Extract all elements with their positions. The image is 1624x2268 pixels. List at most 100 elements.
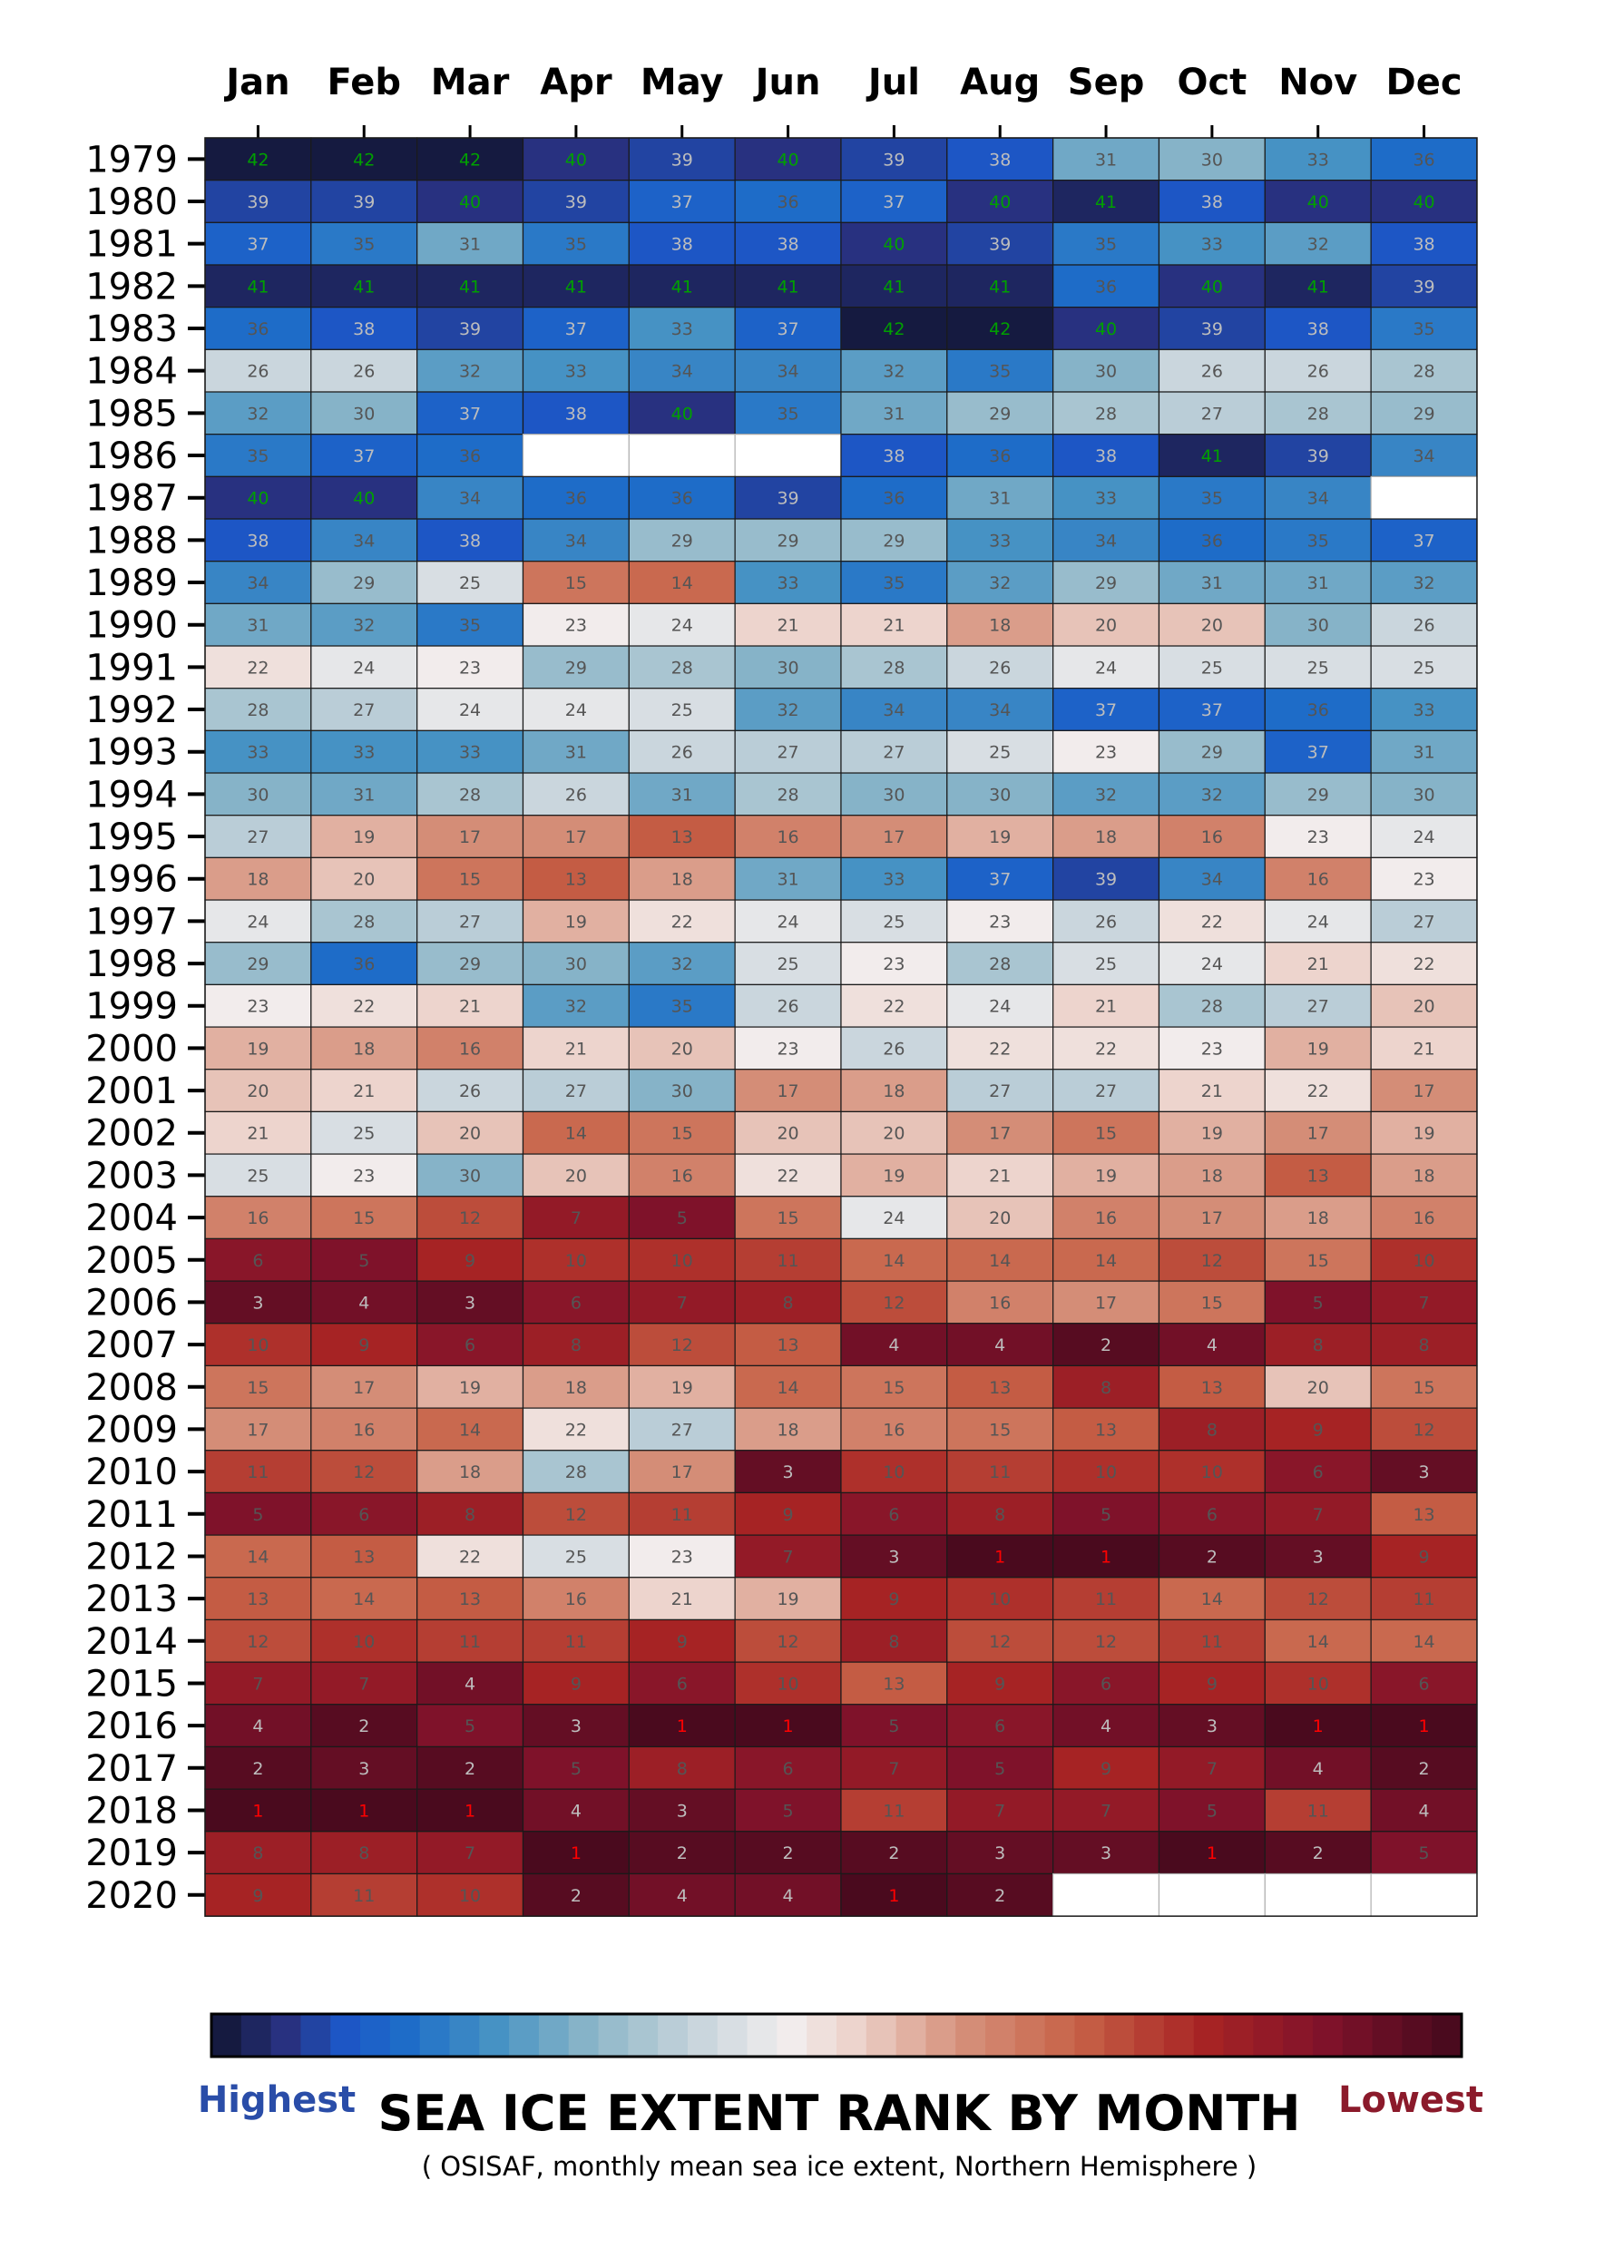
year-label-2009: 2009 (85, 1409, 178, 1451)
cell-value: 24 (671, 616, 693, 636)
cell-value: 27 (1201, 404, 1223, 424)
cell-value: 38 (671, 235, 693, 255)
cell-value: 39 (1413, 277, 1434, 297)
cell-1989-jun (734, 561, 842, 604)
cell-1985-dec (1370, 391, 1478, 435)
cell-value: 40 (883, 235, 905, 255)
cell-value: 35 (1413, 319, 1434, 339)
cell-value: 10 (565, 1251, 587, 1271)
cell-2000-may (628, 1026, 736, 1070)
cell-value: 11 (777, 1251, 798, 1271)
cell-2009-jul (840, 1407, 948, 1452)
cell-1993-apr (522, 729, 630, 774)
year-label-1990: 1990 (85, 605, 178, 647)
cell-1982-sep (1052, 264, 1160, 308)
cell-value: 27 (1413, 912, 1434, 932)
cell-value: 10 (1201, 1462, 1223, 1482)
cell-2002-sep (1052, 1110, 1160, 1155)
cell-value: 5 (783, 1801, 794, 1821)
cell-1991-may (628, 645, 736, 689)
cell-value: 32 (1307, 235, 1329, 255)
cell-1989-aug (946, 561, 1054, 604)
year-label-1993: 1993 (85, 732, 178, 774)
cell-value: 3 (888, 1547, 899, 1567)
cell-2020-jul (840, 1872, 948, 1917)
cell-2013-jul (840, 1577, 948, 1621)
cell-value: 33 (777, 573, 798, 593)
cell-2004-apr (522, 1196, 630, 1240)
cell-2007-jul (840, 1323, 948, 1367)
cell-value: 22 (777, 1166, 798, 1186)
cell-value: 34 (247, 573, 269, 593)
year-label-2018: 2018 (85, 1790, 178, 1832)
cell-2011-jul (840, 1491, 948, 1536)
cell-1992-dec (1370, 688, 1478, 731)
cell-value: 23 (247, 997, 269, 1017)
cell-1995-apr (522, 815, 630, 858)
cell-value: 36 (459, 446, 481, 466)
year-label-2003: 2003 (85, 1155, 178, 1197)
year-label-2005: 2005 (85, 1240, 178, 1282)
cell-value: 22 (565, 1420, 587, 1440)
cell-value: 21 (883, 616, 905, 636)
cell-value: 28 (565, 1462, 587, 1482)
cell-value: 17 (989, 1124, 1011, 1144)
cell-2011-nov (1264, 1491, 1372, 1536)
cell-value: 12 (247, 1632, 269, 1652)
cell-2005-oct (1158, 1237, 1266, 1282)
cell-2019-aug (946, 1831, 1054, 1875)
cell-1986-feb (310, 434, 418, 477)
cell-value: 11 (353, 1886, 375, 1906)
cell-value: 2 (252, 1759, 263, 1779)
cell-value: 22 (247, 658, 269, 678)
cell-value: 26 (1413, 616, 1434, 636)
cell-value: 41 (777, 277, 798, 297)
cell-value: 32 (1095, 785, 1117, 805)
cell-1982-mar (416, 264, 524, 308)
cell-value: 6 (1207, 1505, 1218, 1525)
cell-value: 28 (1307, 404, 1329, 424)
cell-value: 10 (1095, 1462, 1117, 1482)
cell-2010-aug (946, 1450, 1054, 1494)
cell-value: 23 (459, 658, 481, 678)
cell-2000-feb (310, 1026, 418, 1070)
cell-value: 25 (1095, 954, 1117, 974)
cell-2009-jan (204, 1407, 312, 1452)
cell-value: 18 (1201, 1166, 1223, 1186)
cell-1996-may (628, 856, 736, 901)
cell-value: 12 (883, 1293, 905, 1313)
cell-value: 30 (777, 658, 798, 678)
cell-value: 21 (565, 1039, 587, 1059)
cell-1982-jun (734, 264, 842, 308)
cell-2005-apr (522, 1237, 630, 1282)
cell-2017-may (628, 1745, 736, 1790)
cell-value: 10 (883, 1462, 905, 1482)
cell-value: 18 (1413, 1166, 1434, 1186)
cell-value: 34 (1201, 870, 1223, 890)
colorbar-border (210, 2012, 1463, 2058)
cell-value: 25 (1307, 658, 1329, 678)
cell-value: 11 (1201, 1632, 1223, 1652)
cell-value: 37 (883, 192, 905, 212)
cell-value: 2 (358, 1716, 369, 1736)
month-label-mar: Mar (431, 62, 510, 103)
cell-value: 38 (883, 446, 905, 466)
cell-2000-nov (1264, 1026, 1372, 1070)
month-label-apr: Apr (540, 62, 612, 103)
cell-value: 36 (671, 489, 693, 509)
colorbar-segment (1074, 2014, 1105, 2057)
cell-value: 2 (888, 1843, 899, 1863)
year-label-2012: 2012 (85, 1536, 178, 1578)
cell-value: 4 (1418, 1801, 1429, 1821)
colorbar-segment (895, 2014, 927, 2057)
cell-value: 30 (1413, 785, 1434, 805)
cell-value: 6 (358, 1505, 369, 1525)
cell-1996-oct (1158, 856, 1266, 901)
cell-value: 8 (1418, 1335, 1429, 1355)
chart-subtitle: ( OSISAF, monthly mean sea ice extent, N… (422, 2151, 1257, 2182)
cell-value: 28 (777, 785, 798, 805)
cell-1983-nov (1264, 307, 1372, 350)
cell-1997-sep (1052, 899, 1160, 943)
cell-1985-aug (946, 391, 1054, 435)
cell-1991-nov (1264, 645, 1372, 689)
